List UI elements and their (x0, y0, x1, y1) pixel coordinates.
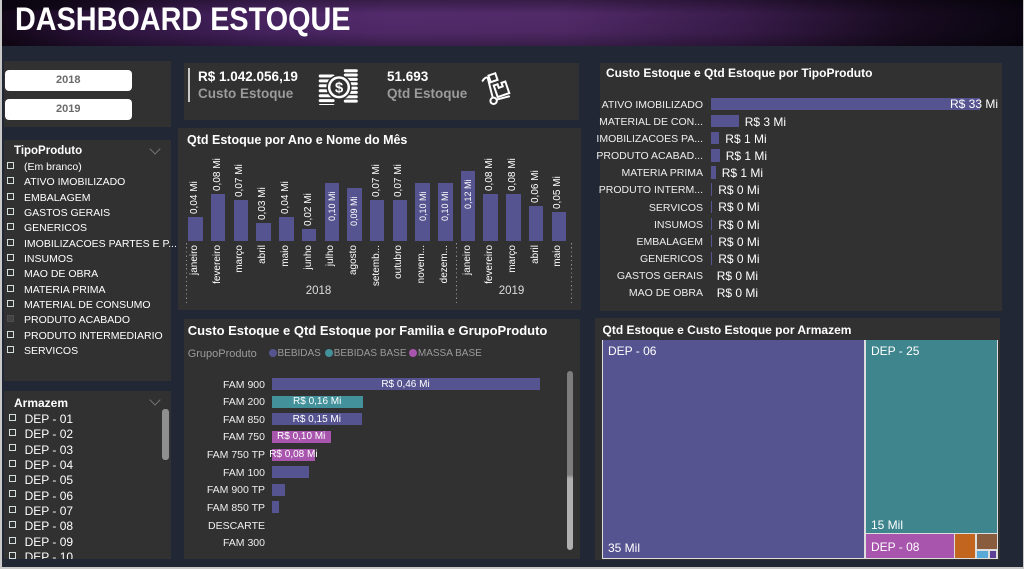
svg-text:$: $ (335, 80, 344, 97)
